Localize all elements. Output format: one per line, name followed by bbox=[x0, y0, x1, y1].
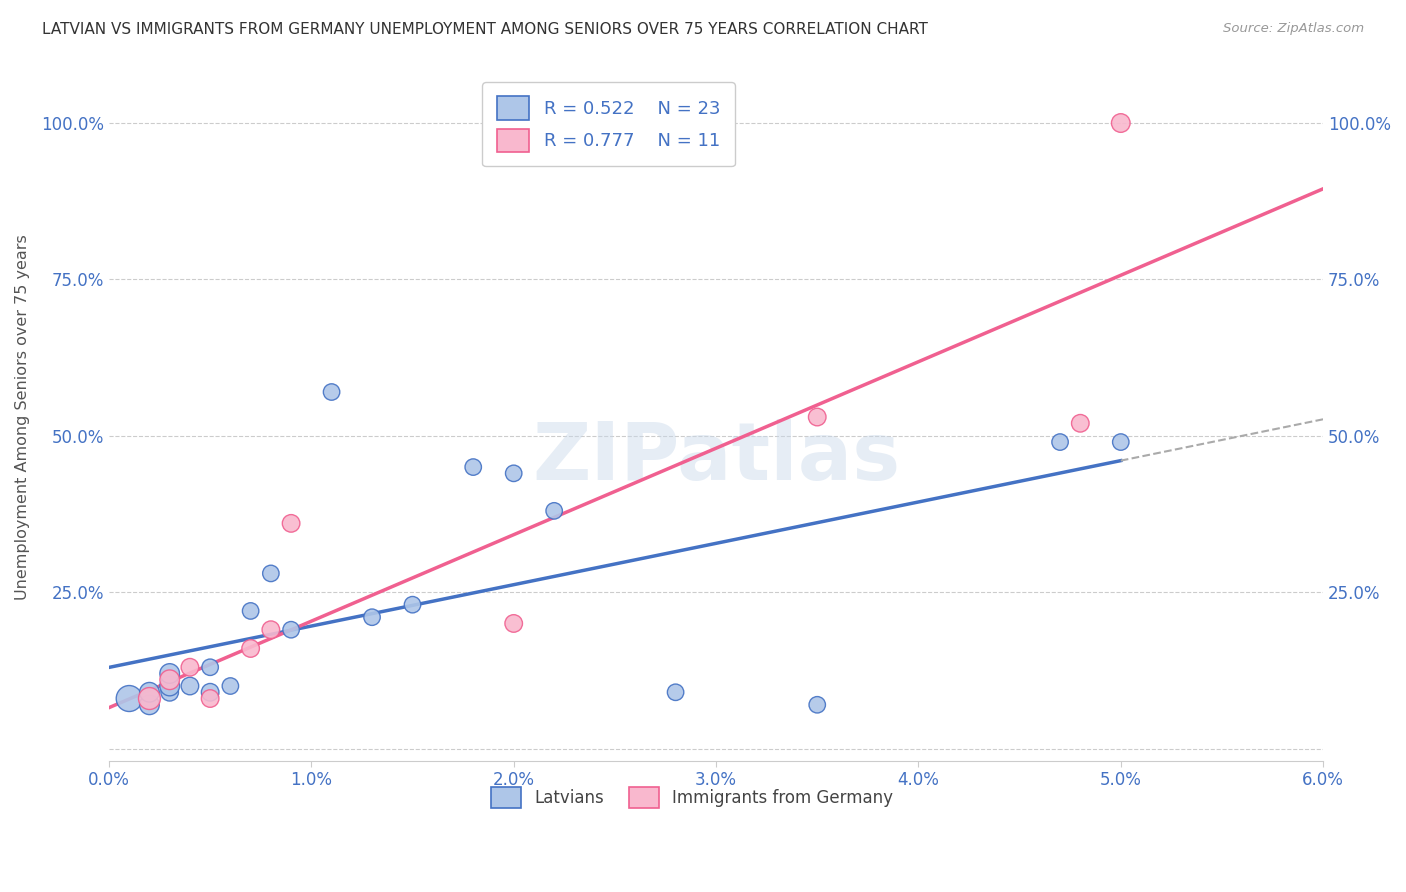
Point bbox=[1049, 435, 1071, 450]
Point bbox=[1069, 417, 1091, 431]
Point bbox=[239, 604, 262, 618]
Point bbox=[1109, 116, 1132, 130]
Point bbox=[138, 691, 160, 706]
Point bbox=[260, 623, 283, 637]
Point bbox=[806, 698, 828, 712]
Point bbox=[159, 673, 181, 687]
Point bbox=[321, 384, 343, 399]
Point bbox=[118, 691, 141, 706]
Point bbox=[138, 698, 160, 712]
Text: ZIPatlas: ZIPatlas bbox=[531, 419, 900, 498]
Legend: Latvians, Immigrants from Germany: Latvians, Immigrants from Germany bbox=[484, 780, 900, 814]
Point bbox=[179, 679, 201, 693]
Point bbox=[280, 623, 302, 637]
Point bbox=[198, 685, 221, 699]
Point bbox=[280, 516, 302, 531]
Point bbox=[401, 598, 423, 612]
Text: Source: ZipAtlas.com: Source: ZipAtlas.com bbox=[1223, 22, 1364, 36]
Point bbox=[806, 410, 828, 425]
Point bbox=[179, 660, 201, 674]
Point bbox=[159, 679, 181, 693]
Point bbox=[502, 616, 524, 631]
Point bbox=[260, 566, 283, 581]
Point bbox=[1109, 435, 1132, 450]
Point bbox=[138, 685, 160, 699]
Point bbox=[159, 685, 181, 699]
Y-axis label: Unemployment Among Seniors over 75 years: Unemployment Among Seniors over 75 years bbox=[15, 235, 30, 600]
Point bbox=[198, 660, 221, 674]
Point bbox=[159, 666, 181, 681]
Point bbox=[239, 641, 262, 656]
Text: LATVIAN VS IMMIGRANTS FROM GERMANY UNEMPLOYMENT AMONG SENIORS OVER 75 YEARS CORR: LATVIAN VS IMMIGRANTS FROM GERMANY UNEMP… bbox=[42, 22, 928, 37]
Point bbox=[665, 685, 688, 699]
Point bbox=[198, 691, 221, 706]
Point bbox=[502, 467, 524, 481]
Point bbox=[543, 504, 565, 518]
Point bbox=[361, 610, 384, 624]
Point bbox=[463, 460, 485, 475]
Point bbox=[219, 679, 242, 693]
